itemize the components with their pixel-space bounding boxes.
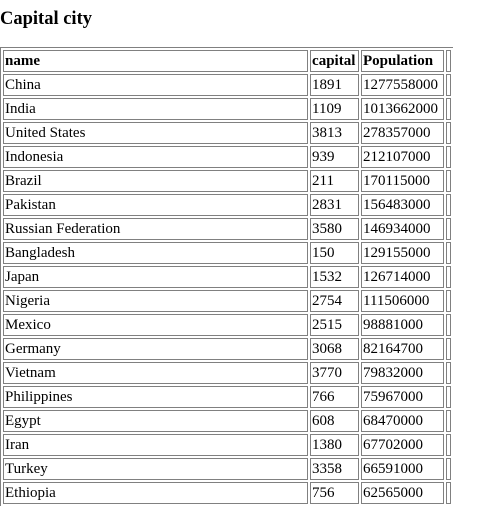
cell-population: 68470000 bbox=[361, 410, 444, 432]
capital-table-container: name capital Population China 1891 1277558… bbox=[0, 47, 453, 506]
table-row: Pakistan 2831 156483000 bbox=[3, 194, 451, 216]
cell-empty bbox=[445, 362, 451, 384]
cell-population: 98881000 bbox=[361, 314, 444, 336]
cell-capital: 1109 bbox=[310, 98, 360, 120]
column-header-name: name bbox=[3, 50, 309, 72]
cell-name: Philippines bbox=[3, 386, 309, 408]
cell-empty bbox=[445, 386, 451, 408]
cell-empty bbox=[445, 122, 451, 144]
cell-name: India bbox=[3, 98, 309, 120]
table-row: Mexico 2515 98881000 bbox=[3, 314, 451, 336]
cell-capital: 150 bbox=[310, 242, 360, 264]
column-header-empty bbox=[445, 50, 451, 72]
table-body: China 1891 1277558000 India 1109 1013662000 Un… bbox=[3, 74, 451, 506]
cell-capital: 3813 bbox=[310, 122, 360, 144]
capital-table: name capital Population China 1891 1277558… bbox=[0, 47, 453, 506]
cell-name: Ethiopia bbox=[3, 482, 309, 504]
table-row: Egypt 608 68470000 bbox=[3, 410, 451, 432]
cell-capital: 1891 bbox=[310, 74, 360, 96]
cell-name: Bangladesh bbox=[3, 242, 309, 264]
cell-capital: 3358 bbox=[310, 458, 360, 480]
cell-name: Egypt bbox=[3, 410, 309, 432]
cell-name: Brazil bbox=[3, 170, 309, 192]
cell-capital: 2754 bbox=[310, 290, 360, 312]
cell-population: 126714000 bbox=[361, 266, 444, 288]
table-row: Philippines 766 75967000 bbox=[3, 386, 451, 408]
cell-population: 66591000 bbox=[361, 458, 444, 480]
cell-capital: 939 bbox=[310, 146, 360, 168]
cell-capital: 3580 bbox=[310, 218, 360, 240]
cell-empty bbox=[445, 458, 451, 480]
table-row: Germany 3068 82164700 bbox=[3, 338, 451, 360]
cell-name: Nigeria bbox=[3, 290, 309, 312]
table-row: Japan 1532 126714000 bbox=[3, 266, 451, 288]
cell-capital: 1532 bbox=[310, 266, 360, 288]
cell-name: Pakistan bbox=[3, 194, 309, 216]
table-row: China 1891 1277558000 bbox=[3, 74, 451, 96]
cell-name: United States bbox=[3, 122, 309, 144]
cell-empty bbox=[445, 242, 451, 264]
cell-empty bbox=[445, 290, 451, 312]
cell-name: Germany bbox=[3, 338, 309, 360]
cell-capital: 3068 bbox=[310, 338, 360, 360]
cell-name: Russian Federation bbox=[3, 218, 309, 240]
cell-empty bbox=[445, 170, 451, 192]
cell-population: 111506000 bbox=[361, 290, 444, 312]
cell-population: 156483000 bbox=[361, 194, 444, 216]
cell-name: Indonesia bbox=[3, 146, 309, 168]
table-row: India 1109 1013662000 bbox=[3, 98, 451, 120]
cell-empty bbox=[445, 338, 451, 360]
cell-capital: 1380 bbox=[310, 434, 360, 456]
cell-capital: 2515 bbox=[310, 314, 360, 336]
cell-population: 170115000 bbox=[361, 170, 444, 192]
table-row: Indonesia 939 212107000 bbox=[3, 146, 451, 168]
cell-empty bbox=[445, 314, 451, 336]
column-header-population: Population bbox=[361, 50, 444, 72]
cell-capital: 2831 bbox=[310, 194, 360, 216]
cell-population: 79832000 bbox=[361, 362, 444, 384]
cell-population: 82164700 bbox=[361, 338, 444, 360]
cell-empty bbox=[445, 434, 451, 456]
cell-name: Japan bbox=[3, 266, 309, 288]
cell-capital: 3770 bbox=[310, 362, 360, 384]
cell-empty bbox=[445, 410, 451, 432]
cell-empty bbox=[445, 218, 451, 240]
cell-capital: 756 bbox=[310, 482, 360, 504]
cell-name: China bbox=[3, 74, 309, 96]
cell-capital: 211 bbox=[310, 170, 360, 192]
cell-capital: 608 bbox=[310, 410, 360, 432]
table-header-row: name capital Population bbox=[3, 50, 451, 72]
cell-population: 129155000 bbox=[361, 242, 444, 264]
cell-name: Mexico bbox=[3, 314, 309, 336]
table-row: United States 3813 278357000 bbox=[3, 122, 451, 144]
cell-empty bbox=[445, 266, 451, 288]
cell-population: 75967000 bbox=[361, 386, 444, 408]
cell-population: 278357000 bbox=[361, 122, 444, 144]
table-row: Vietnam 3770 79832000 bbox=[3, 362, 451, 384]
table-row: Bangladesh 150 129155000 bbox=[3, 242, 451, 264]
cell-empty bbox=[445, 98, 451, 120]
table-row: Nigeria 2754 111506000 bbox=[3, 290, 451, 312]
table-row: Turkey 3358 66591000 bbox=[3, 458, 451, 480]
cell-population: 1013662000 bbox=[361, 98, 444, 120]
cell-name: Vietnam bbox=[3, 362, 309, 384]
cell-name: Turkey bbox=[3, 458, 309, 480]
cell-empty bbox=[445, 194, 451, 216]
cell-empty bbox=[445, 74, 451, 96]
cell-empty bbox=[445, 482, 451, 504]
table-row: Russian Federation 3580 146934000 bbox=[3, 218, 451, 240]
cell-population: 1277558000 bbox=[361, 74, 444, 96]
table-row: Iran 1380 67702000 bbox=[3, 434, 451, 456]
column-header-capital: capital bbox=[310, 50, 360, 72]
cell-capital: 766 bbox=[310, 386, 360, 408]
page-title: Capital city bbox=[0, 9, 92, 29]
cell-population: 67702000 bbox=[361, 434, 444, 456]
table-row: Brazil 211 170115000 bbox=[3, 170, 451, 192]
cell-population: 146934000 bbox=[361, 218, 444, 240]
cell-name: Iran bbox=[3, 434, 309, 456]
cell-population: 62565000 bbox=[361, 482, 444, 504]
table-row: Ethiopia 756 62565000 bbox=[3, 482, 451, 504]
cell-empty bbox=[445, 146, 451, 168]
cell-population: 212107000 bbox=[361, 146, 444, 168]
